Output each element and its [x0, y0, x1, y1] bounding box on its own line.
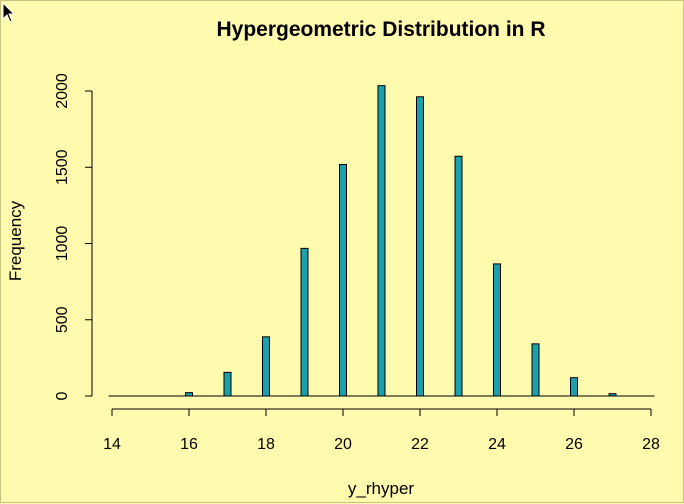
bar-26: [570, 377, 578, 397]
bar-23: [454, 155, 463, 397]
bar-18: [262, 336, 270, 397]
bar-25: [531, 343, 540, 397]
x-tick-label-22: 22: [411, 436, 429, 453]
x-tick-label-14: 14: [103, 436, 121, 453]
y-tick-label-0: 0: [54, 391, 71, 400]
bar-22: [416, 96, 424, 397]
x-tick-label-18: 18: [257, 436, 275, 453]
x-tick-label-20: 20: [334, 436, 352, 453]
x-axis-label: y_rhyper: [348, 479, 414, 498]
x-tick-label-16: 16: [180, 436, 198, 453]
chart-title: Hypergeometric Distribution in R: [216, 18, 545, 41]
y-tick-label-1000: 1000: [54, 226, 71, 262]
mouse-pointer-icon: [2, 2, 16, 23]
x-tick-label-26: 26: [565, 436, 583, 453]
x-tick-label-24: 24: [488, 436, 506, 453]
y-axis-label: Frequency: [6, 200, 25, 281]
bar-19: [300, 247, 309, 397]
bar-16: [185, 392, 193, 397]
x-tick-label-28: 28: [642, 436, 660, 453]
x-axis: 14 16 18 20 22 24 26 28: [103, 408, 660, 453]
bar-17: [223, 371, 232, 397]
y-tick-label-2000: 2000: [54, 73, 71, 109]
y-tick-label-500: 500: [54, 306, 71, 333]
bar-group: [108, 85, 655, 397]
bar-20: [339, 164, 347, 397]
bar-24: [493, 263, 501, 397]
y-tick-label-1500: 1500: [54, 149, 71, 185]
y-axis: 0 500 1000 1500 2000: [54, 73, 93, 400]
bar-21: [377, 85, 386, 397]
